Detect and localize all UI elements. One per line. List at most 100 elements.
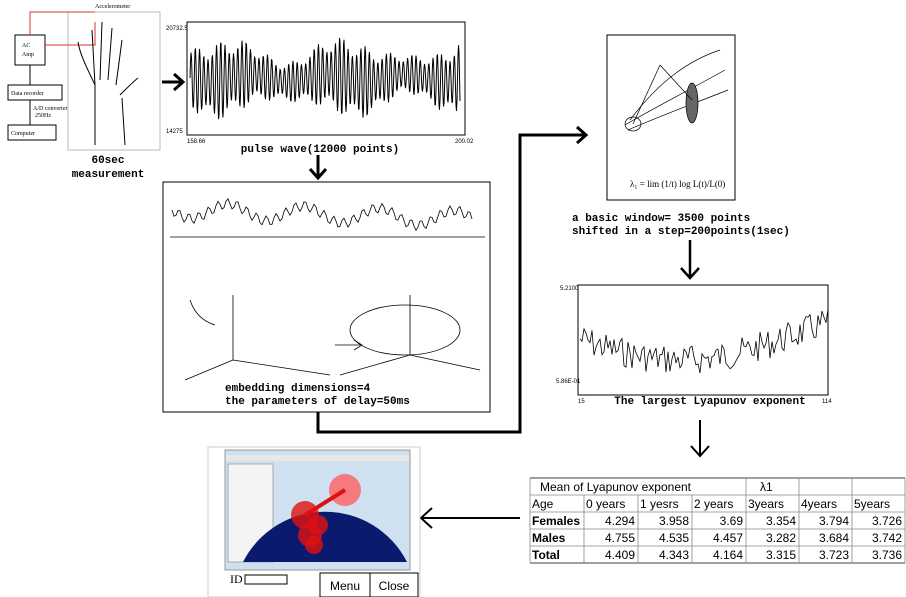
caption: a basic window= 3500 points xyxy=(572,213,750,225)
axis-label: 20732.5 xyxy=(166,26,188,32)
caption: shifted in a step=200points(1sec) xyxy=(572,226,790,238)
ellipse xyxy=(685,82,699,124)
formula: λ₁ = lim (1/t) log L(t)/L(0) xyxy=(630,179,725,189)
converter-label: 250Hz xyxy=(35,113,51,119)
table-cell: 4.409 xyxy=(605,548,635,562)
caption: pulse wave(12000 points) xyxy=(241,144,399,156)
bubbles xyxy=(291,474,361,554)
axis-label: 14275 xyxy=(166,129,183,135)
table-cell: 3.736 xyxy=(872,548,902,562)
table-header: 4years xyxy=(801,497,837,511)
computer-label: Computer xyxy=(11,131,35,137)
lyapunov-sketch: λ₁ = lim (1/t) log L(t)/L(0) xyxy=(624,49,729,189)
table-cell: 3.282 xyxy=(766,531,796,545)
recorder-label: Data recorder xyxy=(11,91,44,97)
table-symbol: λ1 xyxy=(760,480,773,494)
table: Mean of Lyapunov exponent λ1 Age 0 years 1 y… xyxy=(529,477,906,564)
table-cell: 3.723 xyxy=(819,548,849,562)
embedding-frame xyxy=(162,181,491,413)
arrow xyxy=(308,155,328,181)
lyapunov-line xyxy=(579,309,829,373)
table-header: 1 yesrs xyxy=(640,497,679,511)
arrows xyxy=(162,72,710,529)
table-cell: 4.343 xyxy=(659,548,689,562)
table-row-label: Females xyxy=(532,514,580,528)
table-row-label: Males xyxy=(532,531,566,545)
caption: embedding dimensions=4 xyxy=(225,383,371,395)
axis-label: 200.02 xyxy=(455,139,474,145)
table-title: Mean of Lyapunov exponent xyxy=(540,480,692,494)
arrow xyxy=(419,507,520,529)
id-input[interactable] xyxy=(244,574,288,585)
wire-red xyxy=(45,22,96,46)
app-menubar xyxy=(226,455,409,461)
embedding-illustration xyxy=(170,198,485,381)
table-cell: 4.164 xyxy=(713,548,743,562)
axis-label: 5.86E-01 xyxy=(556,379,581,385)
table-cell: 3.354 xyxy=(766,514,796,528)
table-cell: 3.958 xyxy=(659,514,689,528)
hand xyxy=(77,21,139,146)
close-button[interactable]: Close xyxy=(369,572,419,597)
table-header: Age xyxy=(532,497,554,511)
trajectory xyxy=(624,49,729,131)
amp-label: Amp xyxy=(22,52,34,58)
close-button-label[interactable]: Close xyxy=(379,579,410,593)
axes-3d xyxy=(184,295,331,381)
menu-button[interactable]: Menu xyxy=(319,572,371,597)
accelerometer-label: Accelerometer xyxy=(95,4,130,10)
converter-label: A/D converter xyxy=(33,106,68,112)
bubble xyxy=(305,536,323,554)
ellipse xyxy=(624,116,642,132)
hand-frame xyxy=(67,11,161,151)
lyapunov-image-frame xyxy=(606,34,736,201)
amp-label: AC xyxy=(22,43,30,49)
menu-button-label[interactable]: Menu xyxy=(330,579,360,593)
attractor xyxy=(349,304,461,356)
table-header: 2 years xyxy=(694,497,733,511)
device-diagram xyxy=(7,11,161,151)
table-cell: 3.726 xyxy=(872,514,902,528)
table-cell: 3.69 xyxy=(720,514,744,528)
arrow xyxy=(316,125,589,434)
table-header: 0 years xyxy=(586,497,625,511)
line xyxy=(632,64,693,125)
wire-red xyxy=(29,11,95,35)
caption: the parameters of delay=50ms xyxy=(225,396,410,408)
table-row-label: Total xyxy=(532,548,560,562)
close-button-box[interactable] xyxy=(369,572,419,597)
link xyxy=(303,488,347,517)
pulse-wave xyxy=(189,37,461,120)
table-header: 5years xyxy=(854,497,890,511)
arrow xyxy=(690,420,710,458)
table-cell: 4.294 xyxy=(605,514,635,528)
recorder-box xyxy=(7,84,63,101)
caption: The largest Lyapunov exponent xyxy=(614,396,805,408)
axis-label: 114 xyxy=(822,399,832,405)
bubble xyxy=(308,515,328,535)
semicircle xyxy=(243,511,407,562)
axis-label: 158.66 xyxy=(187,139,206,145)
axis-label: 5.2100 xyxy=(560,286,579,292)
table-cell: 3.794 xyxy=(819,514,849,528)
table-cell: 3.315 xyxy=(766,548,796,562)
menu-button-box[interactable] xyxy=(319,572,371,597)
axis-label: 15 xyxy=(578,399,585,405)
caption: measurement xyxy=(72,169,145,181)
lyapunov-chart-frame xyxy=(577,284,829,396)
table-header: 3years xyxy=(748,497,784,511)
computer-box xyxy=(7,124,57,141)
table-cell: 4.457 xyxy=(713,531,743,545)
arrow xyxy=(335,339,363,351)
id-label: ID xyxy=(230,572,243,586)
table-cell: 4.535 xyxy=(659,531,689,545)
amp-box xyxy=(14,34,46,66)
arrow xyxy=(162,72,186,92)
app-screenshot: ID Menu Close xyxy=(207,446,421,597)
wave xyxy=(171,198,473,232)
table-cell: 3.684 xyxy=(819,531,849,545)
arrow xyxy=(680,240,700,280)
curve-arrow xyxy=(189,299,216,326)
caption: 60sec xyxy=(91,155,124,167)
